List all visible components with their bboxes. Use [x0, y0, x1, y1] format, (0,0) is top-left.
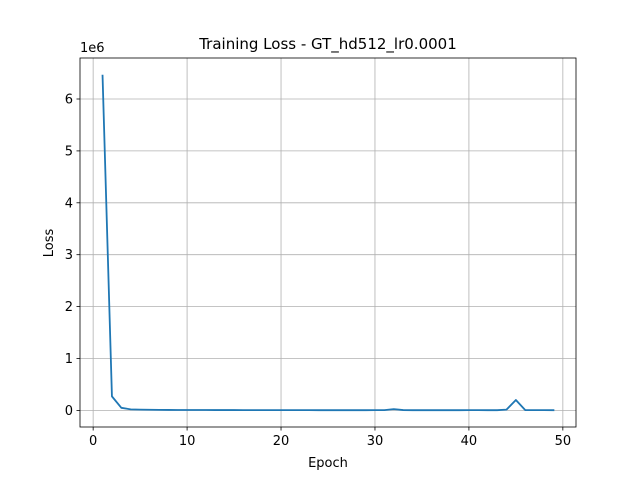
y-axis-offset-label: 1e6 — [80, 41, 105, 56]
y-tick-label: 5 — [65, 144, 73, 159]
x-axis-label: Epoch — [308, 456, 348, 471]
grid — [80, 58, 576, 427]
y-tick-label: 6 — [65, 93, 73, 108]
x-tick-label: 40 — [461, 434, 478, 449]
x-tick-label: 20 — [273, 434, 290, 449]
y-tick-label: 0 — [65, 404, 73, 419]
x-tick-label: 10 — [179, 434, 196, 449]
y-axis-ticks: 0 1 2 3 4 5 6 — [65, 93, 80, 419]
series-layer — [101, 74, 555, 412]
x-tick-label: 30 — [367, 434, 384, 449]
x-tick-label: 0 — [89, 434, 97, 449]
x-tick-label: 50 — [555, 434, 572, 449]
y-tick-label: 3 — [65, 248, 73, 263]
plot-area — [80, 58, 576, 427]
loss-series-line — [101, 74, 555, 412]
axes-frame — [79, 57, 577, 428]
x-axis-ticks: 0 10 20 30 40 50 — [89, 427, 571, 449]
y-tick-label: 1 — [65, 352, 73, 367]
y-tick-label: 4 — [65, 196, 73, 211]
y-tick-label: 2 — [65, 300, 73, 315]
y-axis-label: Loss — [42, 229, 57, 258]
chart-title: Training Loss - GT_hd512_lr0.0001 — [198, 35, 457, 54]
